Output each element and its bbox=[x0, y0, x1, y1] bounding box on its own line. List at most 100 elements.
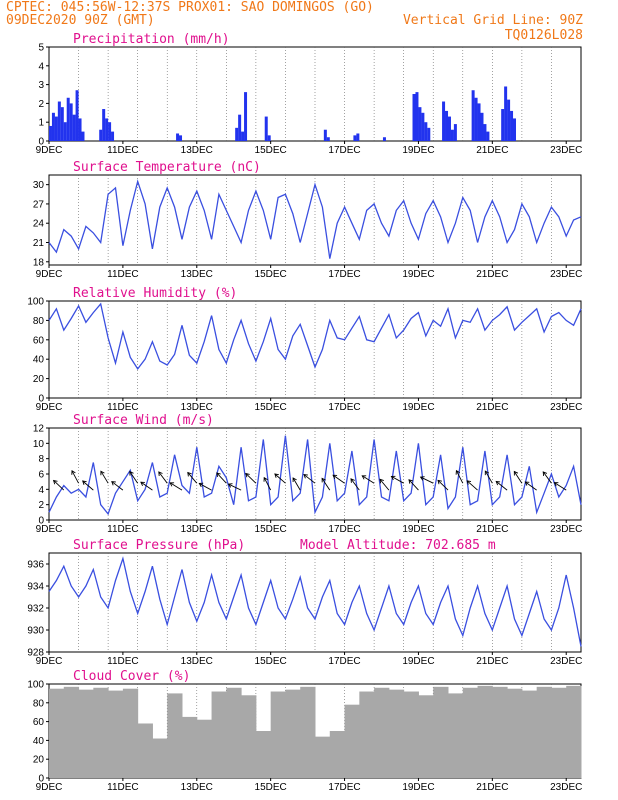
x-tick-label: 17DEC bbox=[328, 524, 360, 535]
x-tick-label: 21DEC bbox=[476, 402, 508, 413]
x-tick-label: 9DEC bbox=[36, 145, 63, 156]
precip-bar bbox=[507, 99, 511, 141]
x-tick-label: 21DEC bbox=[476, 145, 508, 156]
panel-temperature: 18 21 24 27 30 9DEC 11DEC 13DEC 15DEC 17DEC 19DEC 2… bbox=[33, 160, 582, 280]
wind-arrow bbox=[466, 480, 478, 491]
cloud-bar bbox=[255, 731, 272, 778]
wind-arrow-head bbox=[332, 474, 338, 479]
wind-arrow bbox=[129, 471, 139, 484]
wind-arrow bbox=[82, 480, 94, 491]
panel-title: Cloud Cover (%) bbox=[73, 669, 190, 684]
x-tick-label: 9DEC bbox=[36, 782, 63, 793]
precip-bar bbox=[424, 122, 428, 141]
precip-bar bbox=[69, 103, 73, 141]
x-tick-label: 11DEC bbox=[107, 782, 139, 793]
precip-bar bbox=[108, 122, 112, 141]
x-tick-label: 23DEC bbox=[550, 402, 582, 413]
panel-title: Surface Wind (m/s) bbox=[73, 413, 214, 428]
x-tick-label: 23DEC bbox=[550, 269, 582, 280]
cloud-bar bbox=[344, 704, 360, 778]
wind-arrow bbox=[408, 479, 419, 491]
cloud-bar bbox=[49, 688, 65, 778]
x-tick-label: 15DEC bbox=[255, 269, 287, 280]
precip-bar bbox=[81, 131, 85, 141]
x-tick-label: 11DEC bbox=[107, 145, 139, 156]
wind-arrow-head bbox=[292, 477, 297, 482]
wind-arrow bbox=[263, 477, 272, 491]
precip-bar bbox=[267, 135, 271, 141]
precip-bar bbox=[483, 124, 487, 141]
wind-arrow-head bbox=[419, 476, 425, 481]
header-location: CPTEC: 045:56W-12:37S PROX01: SAO DOMING… bbox=[6, 0, 374, 15]
precip-bar bbox=[356, 133, 360, 141]
y-tick-label: 18 bbox=[33, 257, 45, 268]
precip-bar bbox=[421, 112, 425, 141]
cloud-bar bbox=[108, 690, 124, 778]
y-tick-label: 24 bbox=[33, 219, 45, 230]
y-tick-label: 5 bbox=[38, 43, 44, 54]
precip-bar bbox=[235, 127, 239, 141]
precip-bar bbox=[78, 118, 82, 141]
cloud-bar bbox=[285, 689, 301, 778]
precip-bar bbox=[513, 118, 516, 141]
y-tick-label: 12 bbox=[33, 424, 45, 435]
wind-arrow bbox=[169, 482, 183, 491]
cloud-bar bbox=[211, 691, 227, 778]
precip-bar bbox=[179, 135, 183, 141]
x-tick-label: 13DEC bbox=[181, 145, 213, 156]
x-tick-label: 9DEC bbox=[36, 656, 63, 667]
panel-precipitation: 0 1 2 3 4 5 9DEC 11DEC 13DEC 15DEC 17DEC 19DEC 21DEC… bbox=[36, 32, 583, 156]
precip-bar bbox=[105, 118, 109, 141]
y-tick-label: 80 bbox=[33, 316, 45, 327]
cloud-bar bbox=[418, 695, 434, 778]
y-tick-label: 2 bbox=[38, 99, 44, 110]
y-tick-label: 27 bbox=[33, 199, 45, 210]
cloud-bar bbox=[78, 689, 94, 778]
wind-arrow-head bbox=[158, 471, 163, 477]
header-run-date: 09DEC2020 90Z (GMT) bbox=[6, 13, 155, 28]
x-tick-label: 11DEC bbox=[107, 524, 139, 535]
x-tick-label: 21DEC bbox=[476, 269, 508, 280]
wind-arrow-head bbox=[263, 476, 268, 482]
wind-arrow-head bbox=[350, 478, 355, 483]
cloud-bar bbox=[507, 688, 523, 778]
cloud-bar bbox=[315, 736, 331, 778]
cloud-bar bbox=[270, 691, 286, 778]
header-grid-note: Vertical Grid Line: 90Z bbox=[403, 13, 583, 28]
y-tick-label: 21 bbox=[33, 238, 45, 249]
cloud-bar bbox=[492, 686, 508, 778]
precip-bar bbox=[102, 109, 106, 141]
panel-humidity: 0 20 40 60 80 100 9DEC 11DEC 13DEC 15DEC 17DEC 19DE… bbox=[27, 286, 582, 413]
precip-bar bbox=[57, 101, 61, 141]
wind-arrow bbox=[100, 470, 109, 484]
x-tick-label: 19DEC bbox=[402, 269, 434, 280]
x-tick-label: 15DEC bbox=[255, 656, 287, 667]
x-tick-label: 17DEC bbox=[328, 402, 360, 413]
cloud-bar bbox=[388, 689, 405, 778]
wind-arrow bbox=[554, 482, 567, 491]
wind-arrow bbox=[111, 481, 124, 491]
wind-arrow-head bbox=[198, 482, 204, 488]
wind-arrow-head bbox=[524, 481, 530, 486]
y-tick-label: 80 bbox=[33, 698, 45, 709]
precip-bar bbox=[238, 114, 242, 141]
cloud-bar bbox=[521, 690, 538, 778]
y-tick-label: 6 bbox=[38, 470, 44, 481]
wind-arrow bbox=[542, 471, 552, 484]
precip-bar bbox=[326, 137, 330, 141]
y-tick-label: 932 bbox=[27, 604, 44, 615]
precip-bar bbox=[447, 116, 451, 141]
precip-bar bbox=[510, 110, 514, 141]
wind-arrow bbox=[495, 481, 508, 491]
x-tick-label: 15DEC bbox=[255, 145, 287, 156]
wind-arrow-head bbox=[390, 475, 396, 481]
wind-arrow bbox=[228, 483, 242, 491]
x-tick-label: 13DEC bbox=[181, 656, 213, 667]
cloud-bar bbox=[551, 687, 567, 778]
cloud-bar bbox=[196, 719, 213, 778]
x-tick-label: 21DEC bbox=[476, 656, 508, 667]
x-tick-label: 23DEC bbox=[550, 145, 582, 156]
wind-arrow-head bbox=[408, 479, 413, 484]
precip-bar bbox=[504, 86, 508, 141]
